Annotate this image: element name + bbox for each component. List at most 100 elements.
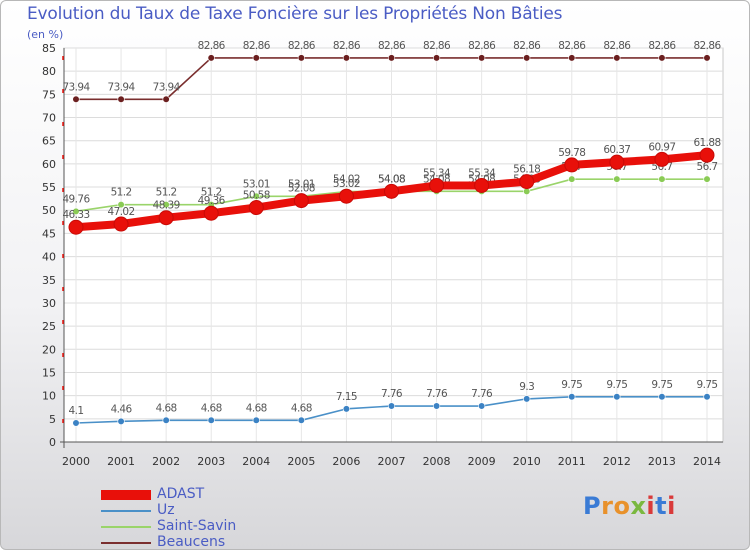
data-point-beaucens [568,54,576,62]
x-tick-label: 2005 [287,455,315,468]
data-label-uz: 7.15 [336,391,357,403]
data-point-beaucens [117,95,125,103]
data-label-adast: 47.02 [108,206,135,218]
data-point-uz [613,393,621,401]
data-point-uz [117,417,125,425]
data-point-adast [68,219,84,235]
legend-label-uz: Uz [157,502,175,518]
data-label-uz: 7.76 [381,388,403,400]
chart-title: Evolution du Taux de Taxe Foncière sur l… [27,4,563,24]
data-point-saint-savin [568,175,576,183]
data-label-uz: 7.76 [426,388,448,400]
data-label-uz: 9.75 [561,379,582,391]
data-point-beaucens [297,54,305,62]
data-label-uz: 4.68 [201,402,222,414]
data-point-beaucens [162,95,170,103]
data-point-beaucens [658,54,666,62]
data-label-adast: 59.78 [558,147,585,159]
data-label-uz: 4.68 [291,402,312,414]
y-tick-label: 85 [42,42,56,55]
data-label-uz: 9.75 [651,379,672,391]
data-point-adast [609,154,625,170]
y-tick-label: 45 [42,227,56,240]
y-tick-label: 0 [49,436,56,449]
data-label-adast: 49.36 [198,195,226,207]
data-point-beaucens [523,54,531,62]
data-point-uz [252,416,260,424]
x-tick-label: 2011 [558,455,586,468]
data-point-uz [207,416,215,424]
data-label-adast: 60.97 [648,141,675,153]
x-tick-label: 2007 [378,455,406,468]
data-label-adast: 54.08 [378,173,405,185]
data-point-saint-savin [658,175,666,183]
y-tick-label: 75 [42,88,56,101]
data-point-uz [342,405,351,413]
legend-swatch-saint-savin [101,526,151,528]
data-point-adast [699,147,715,163]
data-point-saint-savin [72,207,80,215]
data-label-adast: 48.39 [153,200,180,212]
data-point-beaucens [387,54,396,62]
x-tick-label: 2014 [693,455,721,468]
data-label-saint-savin: 51.2 [201,187,222,199]
data-label-adast: 55.34 [468,167,496,179]
data-point-saint-savin [252,192,260,200]
data-label-adast: 50.58 [243,190,270,202]
data-label-beaucens: 73.94 [108,81,136,93]
data-label-beaucens: 82.86 [288,40,316,52]
y-tick-label: 80 [42,65,56,78]
data-point-beaucens [252,54,260,62]
y-tick-label: 25 [42,320,56,333]
data-point-beaucens [342,54,351,62]
data-label-beaucens: 73.94 [62,81,90,93]
data-point-uz [72,419,80,427]
legend-swatch-beaucens [101,542,151,544]
y-tick-label: 70 [42,112,56,125]
y-tick-label: 60 [42,158,56,171]
data-label-saint-savin: 53.01 [288,178,315,190]
data-point-uz [658,393,666,401]
x-tick-label: 2010 [513,455,541,468]
x-tick-label: 2000 [62,455,90,468]
y-tick-label: 65 [42,135,56,148]
data-point-beaucens [72,95,80,103]
legend-label-saint-savin: Saint-Savin [157,518,237,534]
data-label-beaucens: 82.86 [513,40,541,52]
data-point-adast [203,205,219,221]
data-point-adast [293,193,309,209]
legend-swatch-adast [101,490,151,500]
x-tick-label: 2004 [242,455,270,468]
data-label-adast: 55.34 [423,167,451,179]
y-tick-label: 55 [42,181,56,194]
data-label-adast: 52.08 [288,183,315,195]
y-tick-label: 10 [42,390,56,403]
data-label-beaucens: 82.86 [243,40,271,52]
data-label-adast: 53.02 [333,178,360,190]
x-tick-label: 2012 [603,455,631,468]
data-label-beaucens: 73.94 [153,81,181,93]
data-point-uz [387,402,396,410]
data-label-beaucens: 82.86 [378,40,406,52]
x-tick-label: 2006 [332,455,360,468]
data-point-adast [564,157,580,173]
legend-label-beaucens: Beaucens [157,534,226,550]
data-point-saint-savin [613,175,621,183]
data-label-saint-savin: 54.02 [333,174,360,186]
plot-area [63,47,724,443]
x-tick-label: 2013 [648,455,676,468]
data-point-beaucens [432,54,441,62]
x-tick-label: 2003 [197,455,225,468]
data-point-saint-savin [703,175,711,183]
data-label-beaucens: 82.86 [558,40,586,52]
data-label-saint-savin: 49.76 [62,193,90,205]
data-point-adast [248,200,264,216]
data-label-uz: 7.76 [471,388,493,400]
data-point-adast [429,177,445,193]
data-point-adast [654,151,670,167]
y-tick-label: 5 [49,413,56,426]
data-label-uz: 4.68 [246,402,267,414]
data-point-uz [297,416,305,424]
y-tick-label: 15 [42,366,56,379]
